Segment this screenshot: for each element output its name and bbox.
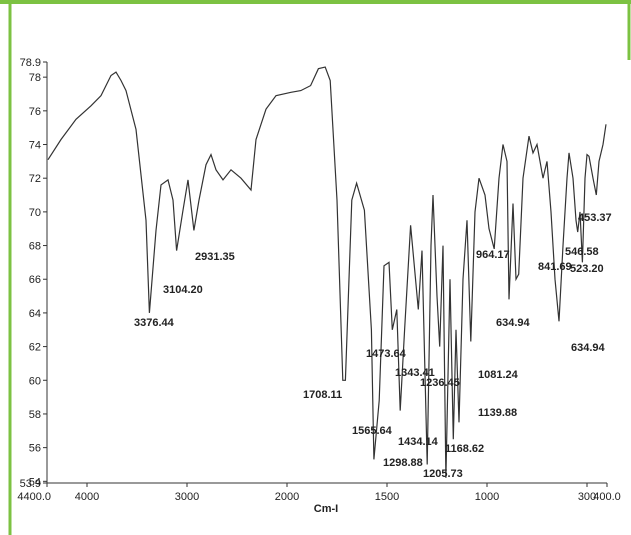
peak-label: 1298.88	[383, 457, 423, 469]
x-tick-label: 4000	[75, 491, 99, 503]
peak-label: 3376.44	[134, 317, 175, 329]
peak-label: 453.37	[578, 212, 612, 224]
peak-label: 1236.45	[420, 377, 460, 389]
peak-label: 1205.73	[423, 468, 463, 480]
peak-label: 1343.41	[395, 367, 435, 379]
y-tick-label: 62	[29, 342, 41, 354]
peak-label: 841.69	[538, 261, 572, 273]
peak-label: 634.94	[496, 317, 531, 329]
y-tick-label: 60	[29, 375, 41, 387]
y-tick-label: 78	[29, 72, 41, 84]
y-tick-label: 66	[29, 274, 41, 286]
x-tick-label: 400.0	[593, 491, 621, 503]
peak-label: 2931.35	[195, 251, 235, 263]
y-tick-label: 56	[29, 443, 41, 455]
peak-label: 634.94	[571, 342, 606, 354]
y-tick-label: 68	[29, 241, 41, 253]
peak-label: 1081.24	[478, 369, 519, 381]
y-tick-label: 76	[29, 106, 41, 118]
y-tick-label: 72	[29, 173, 41, 185]
x-tick-label: 1500	[375, 491, 399, 503]
peak-label: 546.58	[565, 246, 599, 258]
x-axis-label: Cm-I	[314, 503, 338, 515]
peak-label: 1139.88	[478, 407, 517, 419]
x-tick-label: 2000	[275, 491, 299, 503]
peak-label: 1708.11	[303, 389, 342, 401]
x-tick-label: 4400.0	[17, 491, 51, 503]
x-tick-label: 3000	[175, 491, 199, 503]
peak-label: 1473.64	[366, 348, 407, 360]
peak-label: 1434.14	[398, 436, 439, 448]
y-tick-label: 64	[29, 308, 41, 320]
x-tick-label: 300	[578, 491, 596, 503]
peak-label: 964.17	[476, 249, 510, 261]
spectrum-line	[47, 66, 607, 478]
y-tick-label: 78.9	[20, 57, 41, 69]
y-tick-label: 54	[29, 476, 41, 488]
peak-label: 523.20	[570, 263, 604, 275]
peak-label: 1168.62	[445, 443, 484, 455]
peak-label: 3104.20	[163, 284, 203, 296]
x-tick-label: 1000	[475, 491, 499, 503]
y-tick-label: 53.9	[20, 478, 41, 490]
y-tick-label: 70	[29, 207, 41, 219]
peak-label: 1565.64	[352, 425, 393, 437]
y-tick-label: 74	[29, 140, 41, 152]
y-tick-label: 58	[29, 409, 41, 421]
